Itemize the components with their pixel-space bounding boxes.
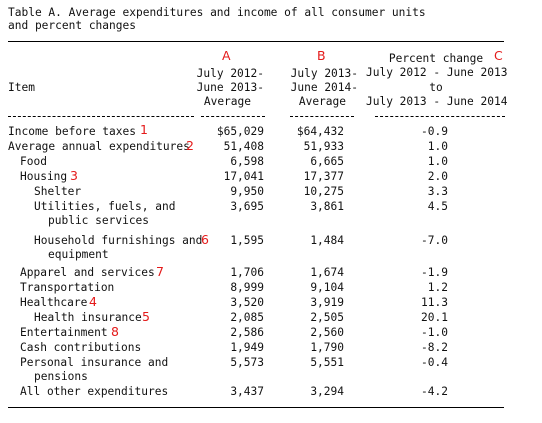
- marker-b: B: [317, 48, 326, 63]
- row-marker: 4: [89, 294, 97, 309]
- cell-b: 17,377: [303, 170, 344, 183]
- row-marker: 2: [186, 138, 194, 153]
- cell-b: $64,432: [296, 125, 344, 138]
- cell-a: 5,573: [230, 356, 264, 369]
- row-marker: 8: [111, 324, 119, 339]
- cell-a: 3,520: [230, 296, 264, 309]
- cell-b: 51,933: [303, 140, 344, 153]
- row-label: Housing: [20, 170, 68, 183]
- cell-c: 1.0: [427, 155, 448, 168]
- row-label: Apparel and services: [20, 266, 155, 279]
- row-label-cont: pensions: [34, 370, 88, 383]
- row-marker: 6: [201, 232, 209, 247]
- cell-a: 2,586: [230, 326, 264, 339]
- cell-b: 1,484: [310, 234, 344, 247]
- cell-a: 8,999: [230, 281, 264, 294]
- cell-c: 20.1: [421, 311, 448, 324]
- cell-b: 10,275: [303, 185, 344, 198]
- cell-c: 1.2: [427, 281, 448, 294]
- row-label: Transportation: [20, 281, 115, 294]
- row-label: Health insurance: [34, 311, 142, 324]
- row-label: Household furnishings and: [34, 234, 203, 247]
- row-label-cont: equipment: [48, 248, 109, 261]
- cell-a: 1,706: [230, 266, 264, 279]
- cell-c: 11.3: [421, 296, 448, 309]
- header-c-line2: July 2012 - June 2013: [366, 66, 508, 79]
- row-label: Healthcare: [20, 296, 88, 309]
- bottom-rule: [8, 407, 504, 408]
- title-line: and percent changes: [8, 19, 136, 32]
- cell-a: 9,950: [230, 185, 264, 198]
- cell-a: 17,041: [223, 170, 264, 183]
- cell-b: 2,505: [310, 311, 344, 324]
- marker-a: A: [222, 48, 231, 63]
- cell-b: 6,665: [310, 155, 344, 168]
- cell-a: 1,595: [230, 234, 264, 247]
- row-marker: 3: [70, 168, 78, 183]
- cell-c: 1.0: [427, 140, 448, 153]
- header-c-line3: to: [429, 81, 443, 94]
- cell-c: -1.9: [421, 266, 448, 279]
- cell-c: -4.2: [421, 385, 448, 398]
- header-a-line3: Average: [203, 95, 251, 108]
- cell-c: -0.9: [421, 125, 448, 138]
- cell-c: 2.0: [427, 170, 448, 183]
- cell-b: 2,560: [310, 326, 344, 339]
- row-label: All other expenditures: [20, 385, 169, 398]
- cell-b: 3,294: [310, 385, 344, 398]
- header-item: Item: [8, 81, 35, 94]
- header-a-line2: June 2013-: [196, 81, 264, 94]
- cell-a: $65,029: [216, 125, 264, 138]
- header-c-line4: July 2013 - June 2014: [366, 95, 508, 108]
- cell-b: 1,790: [310, 341, 344, 354]
- cell-a: 3,695: [230, 200, 264, 213]
- row-label: Food: [20, 155, 47, 168]
- header-c-line1: Percent change: [388, 52, 484, 65]
- top-rule: [8, 41, 504, 42]
- cell-a: 6,598: [230, 155, 264, 168]
- row-label: Personal insurance and: [20, 356, 169, 369]
- row-marker: 7: [156, 264, 164, 279]
- row-label-cont: public services: [48, 214, 150, 227]
- row-label: Utilities, fuels, and: [34, 200, 176, 213]
- header-a-line1: July 2012-: [196, 67, 264, 80]
- cell-a: 3,437: [230, 385, 264, 398]
- row-label: Entertainment: [20, 326, 108, 339]
- cell-b: 1,674: [310, 266, 344, 279]
- row-label: Cash contributions: [20, 341, 142, 354]
- cell-b: 3,861: [310, 200, 344, 213]
- cell-b: 9,104: [310, 281, 344, 294]
- header-b-line1: July 2013-: [290, 67, 358, 80]
- separator-c: [375, 116, 505, 117]
- row-label: Income before taxes: [8, 125, 136, 138]
- row-label: Average annual expenditures: [8, 140, 190, 153]
- header-b-line2: June 2014-: [290, 81, 358, 94]
- separator-a: [201, 116, 265, 117]
- cell-a: 2,085: [230, 311, 264, 324]
- cell-c: -8.2: [421, 341, 448, 354]
- cell-b: 3,919: [310, 296, 344, 309]
- separator-b: [290, 116, 354, 117]
- title-line: Table A. Average expenditures and income…: [8, 6, 426, 19]
- cell-b: 5,551: [310, 356, 344, 369]
- marker-c: C: [494, 48, 503, 63]
- row-marker: 1: [140, 122, 148, 137]
- cell-c: -1.0: [421, 326, 448, 339]
- cell-c: -7.0: [421, 234, 448, 247]
- row-marker: 5: [142, 309, 150, 324]
- cell-a: 51,408: [223, 140, 264, 153]
- cell-c: 4.5: [427, 200, 448, 213]
- cell-c: 3.3: [427, 185, 448, 198]
- cell-a: 1,949: [230, 341, 264, 354]
- header-b-line3: Average: [298, 95, 346, 108]
- row-label: Shelter: [34, 185, 82, 198]
- separator-item: [8, 116, 194, 117]
- cell-c: -0.4: [421, 356, 448, 369]
